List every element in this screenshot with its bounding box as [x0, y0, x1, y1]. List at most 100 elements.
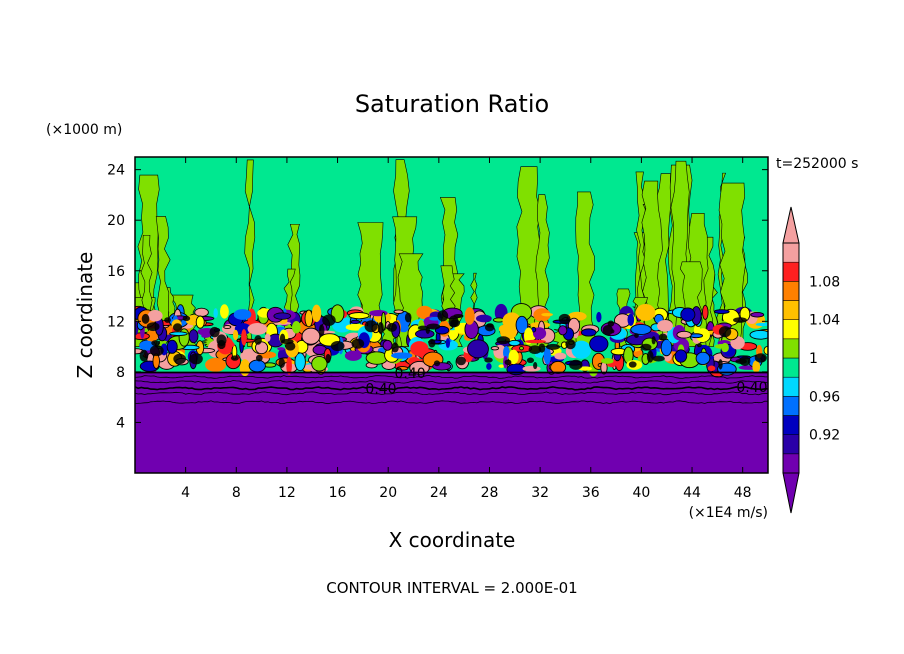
contour-interval-footer: CONTOUR INTERVAL = 2.000E-01	[326, 579, 577, 597]
dense-contour-cluster	[278, 358, 285, 368]
plot-frame	[134, 156, 769, 474]
dense-contour-cluster	[607, 320, 615, 327]
cloud-cell	[234, 323, 252, 335]
dense-contour-cluster	[526, 357, 535, 364]
cloud-cell	[660, 338, 673, 357]
x-tick-label: 44	[683, 485, 701, 501]
dense-contour-cluster	[754, 353, 767, 363]
colorbar-tick-label: 1	[809, 351, 818, 367]
cloud-cell	[486, 362, 492, 370]
colorbar-tick-label: 1.08	[809, 274, 840, 290]
colorbar-swatch	[782, 242, 800, 263]
dense-contour-cluster	[486, 323, 494, 328]
dense-contour-cluster	[484, 357, 493, 363]
cloud-cell	[409, 361, 430, 375]
contour-label: 0.40	[736, 380, 767, 396]
cloud-cell	[239, 359, 251, 377]
colorbar-swatch	[782, 357, 800, 378]
cloud-cell	[707, 365, 716, 372]
dense-contour-cluster	[279, 333, 286, 344]
dense-contour-cluster	[533, 361, 538, 370]
cloud-cell	[166, 339, 178, 354]
dense-contour-cluster	[151, 340, 161, 346]
plume	[641, 180, 664, 347]
cloud-cell	[630, 324, 652, 335]
cloud-cell	[301, 327, 321, 345]
cloud-cell	[147, 310, 163, 322]
dense-contour-cluster	[504, 359, 512, 366]
cloud-cell	[755, 322, 768, 327]
cloud-cell	[515, 315, 529, 335]
dense-contour-cluster	[426, 323, 441, 330]
x-tick-label: 20	[379, 485, 397, 501]
cloud-cell	[550, 360, 567, 374]
dense-contour-cluster	[602, 324, 614, 336]
contour-label: 0.40	[395, 366, 426, 382]
dense-contour-cluster	[437, 310, 449, 322]
dense-contour-cluster	[558, 313, 571, 325]
colorbar-tick-label: 0.96	[809, 389, 840, 405]
cloud-cell	[749, 329, 768, 340]
dense-contour-cluster	[433, 360, 441, 367]
cloud-cell	[232, 329, 239, 341]
plume	[718, 182, 746, 347]
cloud-cell	[228, 342, 235, 348]
x-unit-label: (×1E4 m/s)	[689, 505, 768, 521]
cloud-cell	[713, 309, 730, 315]
colorbar-swatch	[782, 396, 800, 416]
chart-title: Saturation Ratio	[355, 90, 549, 118]
dense-contour-cluster	[139, 349, 149, 362]
dense-contour-cluster	[254, 335, 262, 345]
dense-contour-cluster	[735, 358, 747, 364]
dense-contour-cluster	[330, 340, 345, 352]
dense-contour-cluster	[569, 359, 583, 370]
y-axis-label: Z coordinate	[73, 252, 97, 379]
time-label: t=252000 s	[776, 156, 858, 172]
colorbar-swatch	[782, 376, 800, 397]
dense-contour-cluster	[453, 313, 464, 318]
cloud-cell	[445, 338, 451, 349]
colorbar-frame	[782, 242, 800, 474]
cloud-cell	[396, 366, 409, 371]
cloud-cell	[554, 352, 567, 360]
contour-line	[135, 400, 768, 405]
cloud-cell	[213, 308, 218, 319]
cloud-cell	[635, 304, 656, 321]
cloud-cell	[188, 329, 199, 344]
cloud-cell	[508, 349, 519, 365]
cloud-cell	[467, 339, 489, 359]
plume	[244, 159, 256, 347]
cloud-cell	[415, 329, 435, 339]
x-tick-label: 16	[329, 485, 347, 501]
cloud-cell	[291, 321, 301, 334]
cloud-cell	[195, 315, 205, 329]
cloud-cell	[393, 309, 404, 314]
dense-contour-cluster	[149, 345, 164, 357]
cloud-cell	[596, 311, 602, 323]
plume	[533, 194, 550, 347]
cloud-cell	[241, 329, 247, 346]
x-tick-label: 48	[734, 485, 752, 501]
x-tick-label: 32	[531, 485, 549, 501]
dense-contour-cluster	[391, 342, 399, 353]
cloud-cell	[676, 330, 692, 339]
cloud-cell	[498, 364, 505, 368]
dense-contour-cluster	[182, 315, 191, 322]
cloud-cell	[578, 366, 592, 371]
dense-contour-cluster	[217, 339, 226, 350]
cloud-cell	[294, 352, 306, 372]
cloud-cell	[145, 330, 158, 343]
y-tick-label: 16	[107, 264, 125, 280]
dense-contour-cluster	[718, 359, 723, 370]
dense-contour-cluster	[377, 321, 384, 334]
dense-contour-cluster	[634, 333, 639, 338]
dense-contour-cluster	[718, 326, 732, 338]
x-tick-label: 24	[430, 485, 448, 501]
dense-contour-cluster	[351, 338, 365, 349]
dense-contour-cluster	[652, 355, 665, 362]
dense-contour-cluster	[325, 353, 331, 364]
colorbar-swatch	[782, 261, 800, 282]
saturation-field	[135, 157, 768, 473]
cloud-cell	[589, 335, 609, 353]
cloud-cell	[541, 312, 553, 317]
